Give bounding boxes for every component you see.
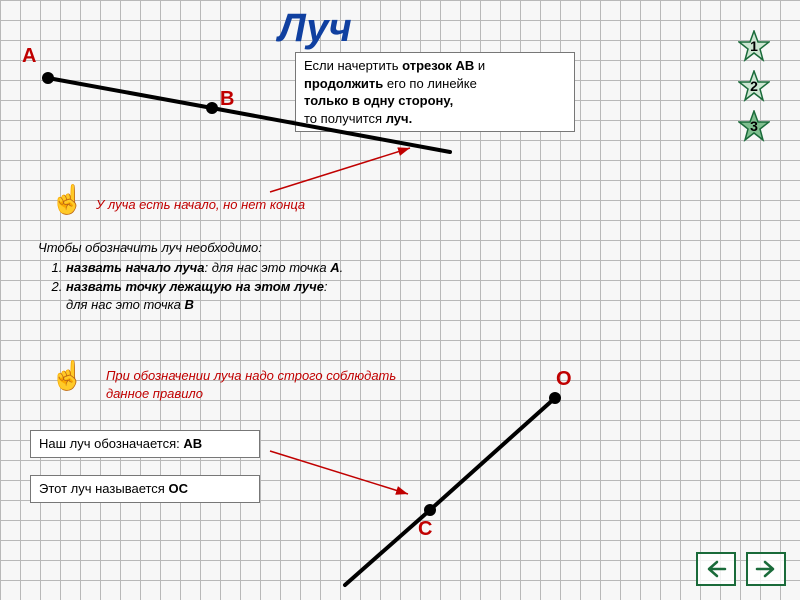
point-a-dot xyxy=(42,72,54,84)
label-b: B xyxy=(220,88,234,111)
nav-star-2[interactable]: 2 xyxy=(738,70,770,102)
point-o-dot xyxy=(549,392,561,404)
red-arrow-1 xyxy=(270,148,410,192)
naming-rule-1: назвать начало луча: для нас это точка A… xyxy=(66,259,492,277)
nav-star-1[interactable]: 1 xyxy=(738,30,770,62)
nav-star-3-label: 3 xyxy=(750,118,758,134)
prev-button[interactable] xyxy=(696,552,736,586)
our-ray-box: Наш луч обозначается: AB xyxy=(30,430,260,458)
next-button[interactable] xyxy=(746,552,786,586)
nav-star-2-label: 2 xyxy=(750,78,758,94)
segment-oc xyxy=(430,398,555,510)
ray-ab-extension xyxy=(212,108,450,152)
point-c-dot xyxy=(424,504,436,516)
tip-1: У луча есть начало, но нет конца xyxy=(60,192,380,218)
point-b-dot xyxy=(206,102,218,114)
label-o: O xyxy=(556,368,572,391)
red-arrow-2 xyxy=(270,451,408,494)
nav-star-3[interactable]: 3 xyxy=(738,110,770,142)
this-ray-box: Этот луч называется OC xyxy=(30,475,260,503)
segment-ab xyxy=(48,78,212,108)
tip-2: При обозначении луча надо строго соблюда… xyxy=(70,363,400,406)
naming-rules-box: Чтобы обозначить луч необходимо: назвать… xyxy=(30,235,500,319)
label-a: A xyxy=(22,45,36,68)
naming-rule-2: назвать точку лежащую на этом луче: для … xyxy=(66,278,492,313)
naming-rules-lead: Чтобы обозначить луч необходимо: xyxy=(38,239,492,257)
nav-star-1-label: 1 xyxy=(750,38,758,54)
label-c: C xyxy=(418,518,432,541)
